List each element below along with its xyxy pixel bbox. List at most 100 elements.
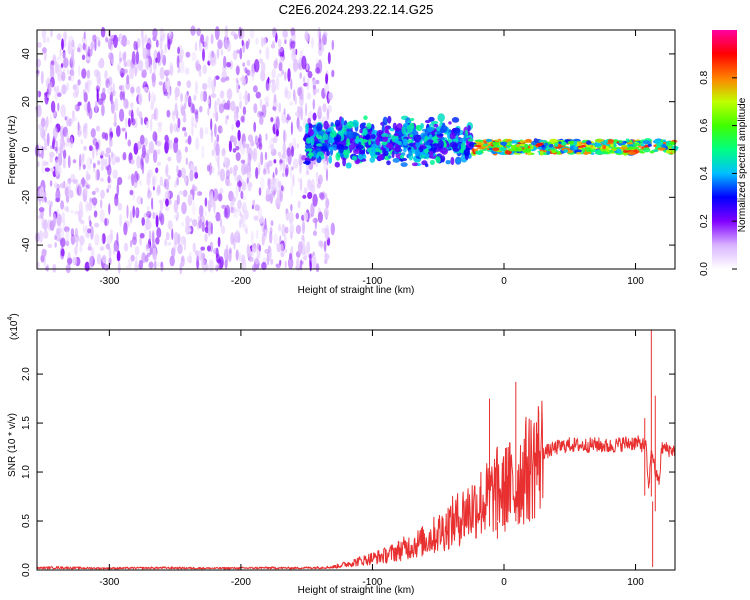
noise-blob <box>84 81 89 91</box>
noise-blob <box>259 215 265 227</box>
noise-blob <box>38 207 45 213</box>
noise-blob <box>325 168 329 182</box>
band-blob <box>356 144 364 150</box>
noise-blob <box>157 121 163 127</box>
noise-blob <box>68 35 74 46</box>
noise-blob <box>247 134 254 142</box>
noise-blob <box>62 139 66 150</box>
noise-blob <box>46 36 50 43</box>
noise-blob <box>140 158 144 171</box>
noise-blob <box>146 149 151 157</box>
noise-blob <box>270 144 275 153</box>
noise-blob <box>48 204 52 218</box>
noise-blob <box>323 162 329 172</box>
band-blob <box>382 136 389 142</box>
noise-blob <box>295 224 302 235</box>
noise-blob <box>319 241 324 249</box>
noise-blob <box>204 233 208 243</box>
band-blob <box>397 140 402 146</box>
noise-blob <box>55 188 61 203</box>
noise-blob <box>123 98 129 109</box>
noise-blob <box>242 106 247 116</box>
noise-blob <box>202 259 208 273</box>
noise-blob <box>153 108 157 120</box>
noise-blob <box>185 228 192 233</box>
noise-blob <box>242 224 248 232</box>
line-blob <box>508 148 514 152</box>
line-blob <box>654 139 661 144</box>
noise-blob <box>272 106 277 111</box>
noise-blob <box>67 67 70 76</box>
noise-blob <box>292 158 299 169</box>
band-blob <box>305 148 313 152</box>
noise-blob <box>285 208 289 214</box>
noise-blob <box>89 220 92 227</box>
noise-blob <box>111 151 114 158</box>
noise-blob <box>202 90 208 103</box>
noise-blob <box>54 182 58 189</box>
noise-blob <box>176 194 180 206</box>
noise-blob <box>316 182 321 189</box>
band-blob <box>370 134 376 140</box>
noise-blob <box>319 31 322 44</box>
line-blob <box>606 148 610 153</box>
noise-blob <box>146 172 151 186</box>
band-blob <box>463 148 470 157</box>
snr-y-tick-label: 0.0 <box>21 563 32 577</box>
noise-blob <box>236 49 240 54</box>
noise-blob <box>223 207 228 218</box>
noise-blob <box>232 199 235 206</box>
noise-blob <box>253 121 257 133</box>
line-blob <box>665 149 672 154</box>
noise-blob <box>230 100 236 112</box>
noise-blob <box>92 162 96 169</box>
noise-blob <box>244 99 248 106</box>
noise-blob <box>83 145 87 151</box>
band-blob <box>452 138 459 142</box>
noise-blob <box>196 27 201 37</box>
noise-blob <box>148 230 152 243</box>
noise-blob <box>207 60 211 66</box>
noise-blob <box>64 186 69 198</box>
noise-blob <box>114 97 119 112</box>
noise-blob <box>45 265 49 271</box>
noise-blob <box>312 217 318 224</box>
noise-blob <box>159 213 165 226</box>
noise-blob <box>210 118 213 131</box>
noise-blob <box>123 242 129 252</box>
band-blob <box>411 162 418 167</box>
noise-blob <box>242 62 246 67</box>
noise-blob <box>158 124 162 133</box>
noise-blob <box>117 64 121 72</box>
band-blob <box>368 139 372 146</box>
noise-blob <box>55 60 59 70</box>
noise-blob <box>263 37 267 46</box>
band-blob <box>442 140 447 149</box>
noise-blob <box>173 241 177 252</box>
noise-blob <box>191 123 194 137</box>
noise-blob <box>135 50 140 65</box>
noise-blob <box>131 51 136 65</box>
noise-blob <box>70 58 74 66</box>
noise-blob <box>323 36 327 46</box>
noise-blob <box>182 189 188 197</box>
noise-blob <box>269 137 275 148</box>
band-blob <box>408 149 413 157</box>
snr-panel: -300 -200 -100 0 100 0.0 0.5 1.0 1.5 2.0 Height … <box>7 313 676 596</box>
line-blob <box>642 140 651 145</box>
line-blob <box>475 150 482 155</box>
noise-blob <box>207 245 211 252</box>
noise-blob <box>267 177 270 186</box>
noise-blob <box>306 241 311 254</box>
noise-blob <box>305 102 308 116</box>
line-blob <box>625 138 630 143</box>
noise-blob <box>267 246 272 260</box>
noise-blob <box>153 94 157 104</box>
noise-blob <box>194 41 198 52</box>
noise-blob <box>307 71 313 79</box>
noise-blob <box>325 198 330 209</box>
noise-blob <box>103 218 110 226</box>
noise-blob <box>281 69 284 76</box>
noise-blob <box>52 140 55 150</box>
noise-blob <box>153 60 157 74</box>
